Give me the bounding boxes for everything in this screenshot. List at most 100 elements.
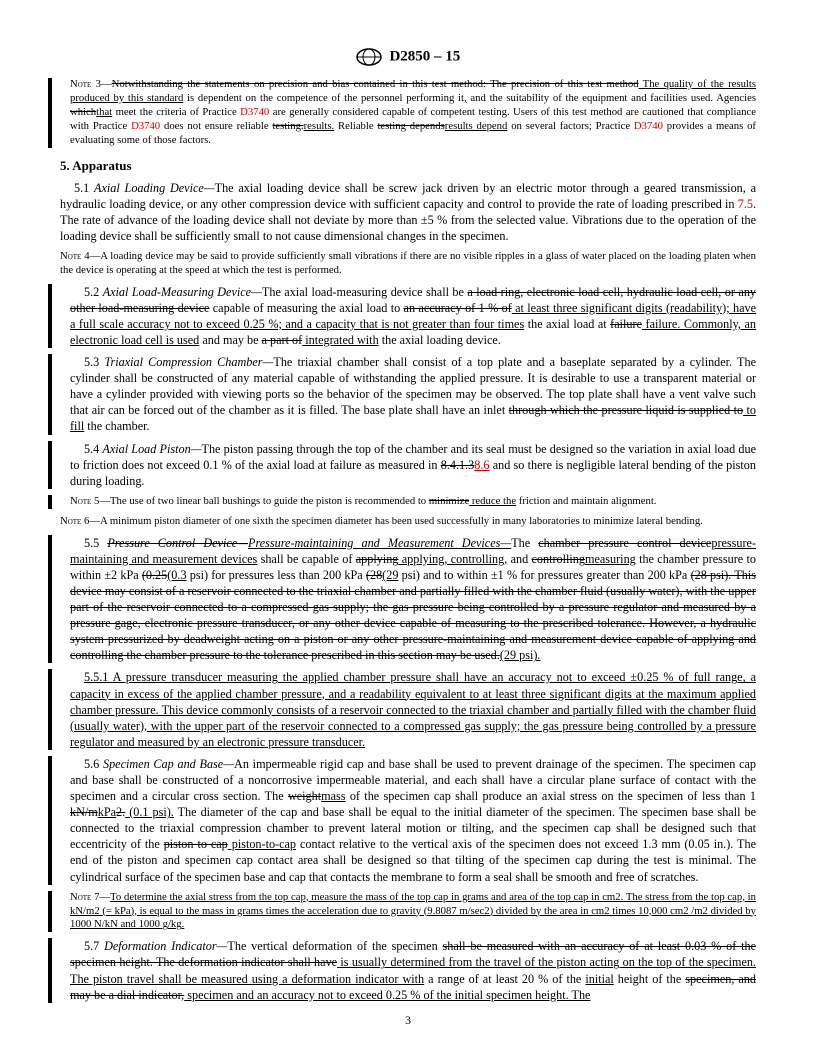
p56-u3: (0.1 psi).: [125, 805, 174, 819]
p54-num: 5.4: [84, 442, 102, 456]
p55-s5: (28: [366, 568, 382, 582]
note-5: Note 5—The use of two linear ball bushin…: [60, 495, 756, 509]
para-5-3: 5.3 Triaxial Compression Chamber—The tri…: [60, 354, 756, 434]
page-container: D2850 – 15 Note 3—Notwithstanding the st…: [0, 0, 816, 1056]
p54-ref: 8.6: [474, 458, 489, 472]
p55-tu: Pressure-maintaining and Measurement Dev…: [248, 536, 511, 550]
note7-label: Note 7—: [70, 891, 110, 903]
para-5-5: 5.5 Pressure Control Device—Pressure-mai…: [60, 535, 756, 664]
p56-num: 5.6: [84, 757, 103, 771]
p52-s4: a part of: [262, 333, 303, 347]
para-5-5-1: 5.5.1 A pressure transducer measuring th…: [60, 669, 756, 749]
note3-u4: results.: [304, 120, 335, 132]
p56-s1: weight: [288, 789, 321, 803]
note5-u1: reduce the: [469, 495, 516, 507]
note-3: Note 3—Notwithstanding the statements on…: [60, 78, 756, 148]
p56-title: Specimen Cap and Base—: [103, 757, 234, 771]
p55-b2: shall be capable of: [257, 552, 355, 566]
para-5-7: 5.7 Deformation Indicator—The vertical d…: [60, 938, 756, 1002]
note3-s2: which: [70, 106, 96, 118]
section-5-title: 5. Apparatus: [60, 158, 756, 174]
p55-s6: (28 psi). This device may consist of a r…: [70, 568, 756, 662]
p52-s2: an accuracy of 1 % of: [404, 301, 512, 315]
p56-b2: of the specimen cap shall produce an axi…: [345, 789, 756, 803]
p55-ts: Pressure Control Device—: [107, 536, 248, 550]
p57-b3: height of the: [614, 972, 686, 986]
p551-num: 5.5.1: [84, 670, 113, 684]
note3-p6: Reliable: [334, 120, 377, 132]
p57-u3: specimen and an accuracy not to exceed 0…: [184, 988, 590, 1002]
page-header: D2850 – 15: [60, 48, 756, 66]
p51-title: Axial Loading Device—: [94, 181, 215, 195]
p55-num: 5.5: [84, 536, 107, 550]
note3-label: Note 3—: [70, 78, 112, 90]
p57-b2: a range of at least 20 % of the: [424, 972, 585, 986]
note6-label: Note 6—: [60, 515, 100, 527]
note3-p2: and the suitability of the equipment and…: [467, 92, 756, 104]
p57-num: 5.7: [84, 939, 104, 953]
note3-p1: is dependent on the competence of the pe…: [183, 92, 464, 104]
note3-ref3: D3740: [634, 120, 663, 132]
p52-title: Axial Load-Measuring Device—: [103, 285, 262, 299]
para-5-4: 5.4 Axial Load Piston—The piston passing…: [60, 441, 756, 489]
p55-u2: applying, controlling,: [398, 552, 507, 566]
p55-s4: (0.25: [142, 568, 167, 582]
note3-s3: testing.: [272, 120, 303, 132]
note5-label: Note 5—: [70, 495, 110, 507]
p51-num: 5.1: [74, 181, 94, 195]
p57-title: Deformation Indicator—: [104, 939, 227, 953]
p55-u5: (29: [382, 568, 398, 582]
astm-logo-icon: [356, 48, 382, 66]
p52-s3: failure: [610, 317, 642, 331]
note5-b1: The use of two linear ball bushings to g…: [110, 495, 429, 507]
p55-s3: controlling: [532, 552, 585, 566]
designation-text: D2850 – 15: [389, 48, 460, 64]
p57-b1: The vertical deformation of the specimen: [227, 939, 442, 953]
note6-body: A minimum piston diameter of one sixth t…: [100, 515, 703, 527]
p51-ref: 7.5: [738, 197, 753, 211]
p53-s1: through which the pressure liquid is sup…: [509, 403, 743, 417]
p55-u6: (29 psi).: [500, 648, 541, 662]
note3-u3: that: [96, 106, 112, 118]
p55-u3: measuring: [585, 552, 636, 566]
p53-num: 5.3: [84, 355, 104, 369]
p53-b2: the chamber.: [84, 419, 149, 433]
p55-b3: and: [507, 552, 531, 566]
note3-ref1: D3740: [240, 106, 269, 118]
p551-u1: A pressure transducer measuring the appl…: [70, 670, 756, 748]
p52-b1: The axial load-measuring device shall be: [262, 285, 467, 299]
p55-b6: psi) and to within ±1 % for pressures gr…: [398, 568, 690, 582]
p52-b3: the axial load at: [524, 317, 610, 331]
p54-title: Axial Load Piston—: [102, 442, 201, 456]
p56-s3: 2.: [116, 805, 125, 819]
p56-u1: mass: [321, 789, 345, 803]
note-4: Note 4—A loading device may be said to p…: [60, 250, 756, 278]
note7-u1: To determine the axial stress from the t…: [70, 891, 756, 931]
p55-u4: (0.3: [167, 568, 186, 582]
p55-s2: applying: [356, 552, 399, 566]
note-6: Note 6—A minimum piston diameter of one …: [60, 515, 756, 529]
para-5-2: 5.2 Axial Load-Measuring Device—The axia…: [60, 284, 756, 348]
note4-body: A loading device may be said to provide …: [60, 250, 756, 276]
p56-s4: piston to cap: [164, 837, 228, 851]
note5-b2: friction and maintain alignment.: [516, 495, 656, 507]
note3-ref2: D3740: [131, 120, 160, 132]
p56-s2: kN/m: [70, 805, 98, 819]
note3-p5: does not ensure reliable: [160, 120, 272, 132]
para-5-1: 5.1 Axial Loading Device—The axial loadi…: [60, 180, 756, 244]
p53-title: Triaxial Compression Chamber—: [104, 355, 273, 369]
page-number: 3: [0, 1013, 816, 1028]
note3-p3: meet the criteria of Practice: [112, 106, 240, 118]
p52-b2: capable of measuring the axial load to: [209, 301, 403, 315]
note4-label: Note 4—: [60, 250, 100, 262]
p56-u2: kPa: [98, 805, 116, 819]
p55-b5: psi) for pressures less than 200 kPa: [187, 568, 366, 582]
note3-s4: testing depends: [377, 120, 444, 132]
note-7: Note 7—To determine the axial stress fro…: [60, 891, 756, 933]
note3-p7: on several factors; Practice: [507, 120, 634, 132]
p52-num: 5.2: [84, 285, 103, 299]
p52-b4: and may be: [199, 333, 261, 347]
p56-u4: piston-to-cap: [228, 837, 296, 851]
p55-b1: The: [511, 536, 538, 550]
p52-u3: integrated with: [302, 333, 379, 347]
